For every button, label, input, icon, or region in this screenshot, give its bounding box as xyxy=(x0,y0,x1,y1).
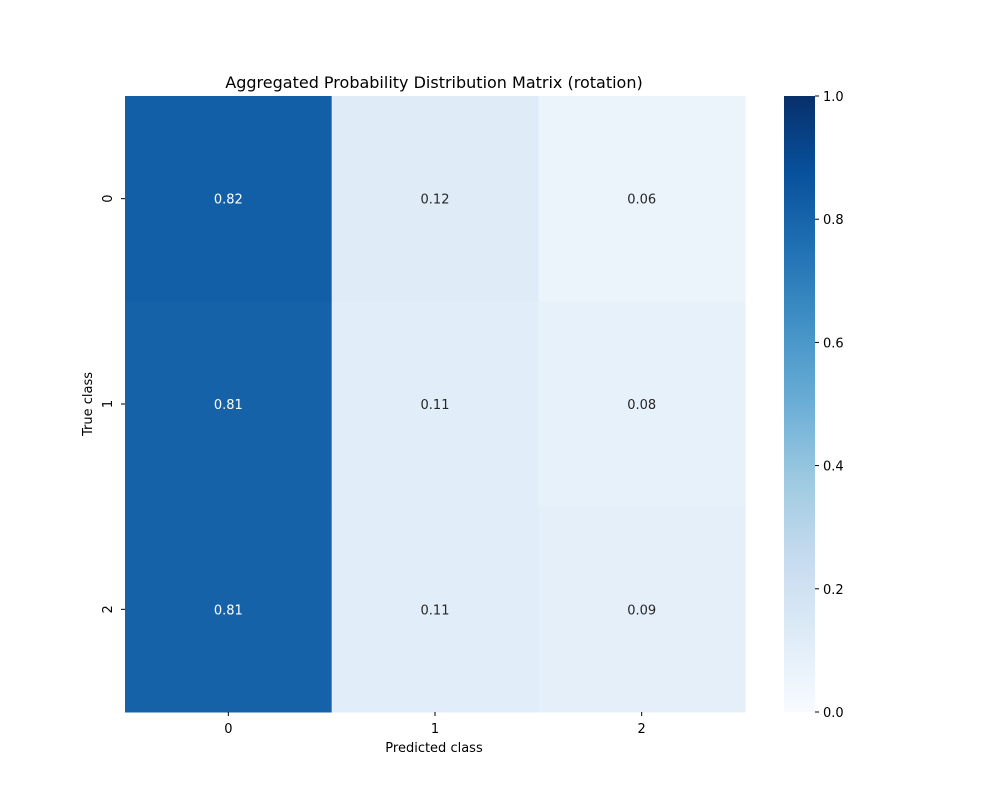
heatmap-cell-0-0 xyxy=(125,96,333,302)
cell-value-label-0-0: 0.82 xyxy=(214,193,243,208)
cell-value-label-2-0: 0.81 xyxy=(214,603,243,618)
colorbar xyxy=(784,96,815,712)
x-axis-ticks: 0 1 2 xyxy=(224,712,646,737)
cell-value-label-2-2: 0.09 xyxy=(627,603,656,618)
x-tick-label-2: 2 xyxy=(638,722,646,737)
y-tick-label-2: 2 xyxy=(101,605,116,613)
cell-value-label-1-0: 0.81 xyxy=(214,398,243,413)
heatmap-cell-1-1 xyxy=(331,301,539,508)
cell-value-label-1-2: 0.08 xyxy=(627,398,656,413)
y-axis-ticks: 0 1 2 xyxy=(101,195,125,613)
colorbar-tick-label-3: 0.6 xyxy=(823,336,844,351)
cell-value-label-0-2: 0.06 xyxy=(627,193,656,208)
colorbar-tick-label-4: 0.8 xyxy=(823,213,844,228)
cell-value-label-1-1: 0.11 xyxy=(421,398,450,413)
colorbar-tick-label-0: 0.0 xyxy=(823,706,844,721)
y-axis-title: True class xyxy=(81,372,96,437)
cell-value-label-2-1: 0.11 xyxy=(421,603,450,618)
y-tick-label-0: 0 xyxy=(101,195,116,203)
colorbar-tick-label-1: 0.2 xyxy=(823,583,844,598)
x-tick-label-0: 0 xyxy=(224,722,232,737)
colorbar-ticks: 0.0 0.2 0.4 0.6 0.8 1.0 xyxy=(815,90,844,721)
heatmap-cell-2-2 xyxy=(538,506,746,713)
heatmap-cell-2-1 xyxy=(331,506,539,713)
y-tick-label-1: 1 xyxy=(101,400,116,408)
chart-title: Aggregated Probability Distribution Matr… xyxy=(225,73,642,92)
heatmap-cell-2-0 xyxy=(125,506,333,713)
heatmap-cells: 0.82 0.12 0.06 0.81 0.11 0.08 0.81 0.11 0.09 xyxy=(125,96,746,713)
cell-value-label-0-1: 0.12 xyxy=(421,193,450,208)
colorbar-tick-label-2: 0.4 xyxy=(823,460,844,475)
x-axis-title: Predicted class xyxy=(385,741,483,756)
x-tick-label-1: 1 xyxy=(431,722,439,737)
heatmap-cell-1-2 xyxy=(538,301,746,508)
heatmap-cell-1-0 xyxy=(125,301,333,508)
heatmap-cell-0-2 xyxy=(538,96,746,302)
colorbar-tick-label-5: 1.0 xyxy=(823,90,844,105)
heatmap-cell-0-1 xyxy=(331,96,539,302)
